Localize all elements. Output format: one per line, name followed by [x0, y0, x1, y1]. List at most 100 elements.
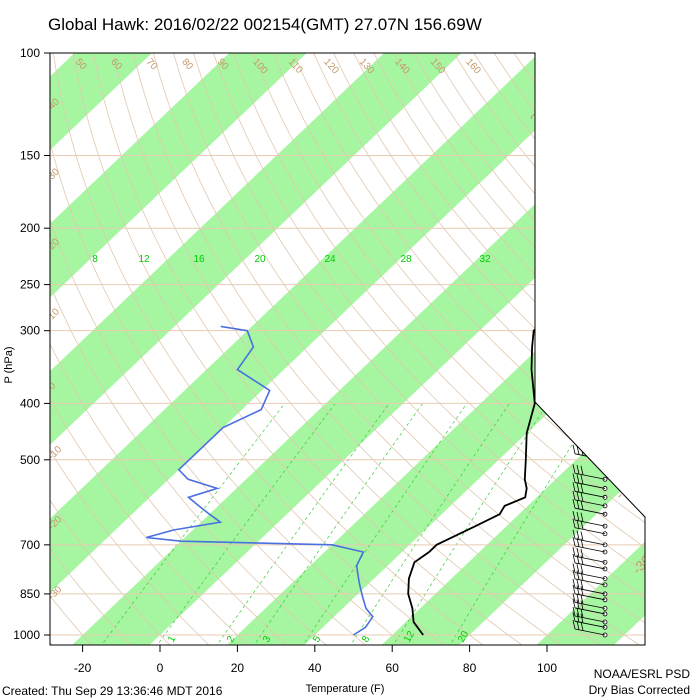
mixing-ratio-bottom-label: 12: [402, 629, 417, 645]
right-label: 20: [544, 180, 566, 202]
wind-barb-feather: [572, 418, 576, 428]
wind-barb-feather: [572, 518, 576, 528]
x-tick-label: 0: [157, 661, 164, 675]
wind-barb-station: [602, 225, 608, 231]
wind-barb-shaft: [574, 620, 606, 628]
wind-barb-feather: [572, 104, 576, 114]
isotherm-label: 120: [321, 57, 341, 77]
wind-barb-feather: [580, 238, 584, 248]
isotherm-band: [521, 53, 645, 645]
wind-barb-feather: [580, 613, 584, 623]
wind-barbs: [572, 39, 608, 638]
wind-barb-shaft: [574, 363, 606, 371]
wind-barb-shaft: [574, 437, 606, 445]
isotherm-band: [677, 26, 700, 659]
wind-barb-feather: [576, 579, 580, 589]
isotherm-band: [0, 26, 25, 659]
wind-barb-feather: [572, 619, 576, 630]
mixing-ratio-line: [391, 403, 549, 645]
wind-barb-feather: [572, 354, 576, 364]
wind-barb-feather: [572, 612, 576, 622]
mixing-ratio-bottom-label: 1: [166, 634, 179, 645]
wind-barb-feather: [580, 389, 584, 400]
mixing-ratio-label: 12: [138, 254, 150, 265]
wind-barb-feather: [576, 594, 580, 604]
wind-barb-feather: [580, 580, 584, 590]
wind-barb-feather: [572, 490, 576, 500]
mixing-ratio-label: 32: [479, 254, 491, 265]
wind-barb-feather: [572, 598, 576, 609]
wind-barb-shaft: [574, 607, 606, 615]
wind-barb-shaft: [574, 555, 606, 563]
dry-adiabat: [50, 53, 330, 645]
wind-barb-feather: [576, 418, 580, 429]
isotherm-band: [50, 53, 490, 645]
x-tick-label: -20: [74, 661, 92, 675]
wind-barb-feather: [580, 571, 584, 581]
wind-barb-station: [602, 153, 608, 158]
wind-barb-feather: [572, 593, 576, 603]
wind-barb-feather: [572, 482, 576, 492]
wind-barb-feather: [580, 356, 584, 366]
wind-barb-feather: [576, 511, 580, 522]
wind-barb-station: [602, 169, 608, 175]
dry-adiabat: [593, 53, 645, 645]
wind-barb-feather: [580, 500, 584, 510]
isotherm-label: 80: [179, 57, 195, 73]
wind-barb-station: [602, 367, 608, 373]
wind-barb-shaft: [574, 527, 606, 535]
y-tick-label: 200: [20, 221, 40, 235]
y-axis-label: P (hPa): [3, 346, 15, 383]
wind-barb-feather: [580, 419, 584, 429]
wind-barb-feather: [576, 62, 580, 72]
wind-barb-feather: [577, 39, 579, 48]
wind-barb-feather: [576, 474, 580, 484]
plot-area: 50 60 70 80 90 100 110 120 130 140 150 1603020100-1…: [0, 26, 700, 659]
wind-barb-feather: [576, 369, 580, 379]
wind-barb-feather: [576, 547, 580, 558]
wind-barb-shaft: [574, 615, 606, 623]
dry-adiabat: [652, 26, 700, 647]
wind-barb-feather: [576, 429, 580, 440]
isotherm-band: [366, 53, 645, 645]
wind-barb-feather: [576, 389, 580, 399]
wind-barb-shaft: [574, 578, 606, 586]
isotherm-band: [50, 53, 335, 645]
y-tick-label: 150: [20, 148, 40, 162]
mixing-ratio-line: [99, 403, 285, 645]
wind-barb-shaft: [574, 397, 606, 404]
wind-barb-feather: [576, 105, 580, 115]
wind-barb-shaft: [574, 53, 606, 54]
wind-barb-feather: [580, 594, 584, 605]
mixing-ratio-bottom-label: 8: [360, 634, 373, 645]
wind-barb-station: [602, 381, 608, 387]
wind-barb-station: [602, 441, 608, 447]
wind-barb-feather: [580, 565, 584, 575]
x-axis-label: Temperature (F): [306, 683, 385, 695]
mixing-ratio-bottom-label: 5: [311, 634, 324, 645]
wind-barb-feather: [581, 40, 583, 49]
mixing-ratio-line: [448, 403, 599, 645]
y-tick-label: 100: [20, 46, 40, 60]
wind-barb-feather: [572, 499, 576, 509]
wind-barb-station: [602, 282, 608, 288]
wind-barb-shaft: [574, 324, 606, 332]
wind-barb-shaft: [574, 601, 606, 609]
right-label: 0: [578, 335, 595, 352]
isotherm-label: 160: [463, 57, 483, 77]
wind-barb-feather: [572, 563, 576, 573]
wind-barb-feather: [580, 63, 584, 73]
wind-barb-feather: [580, 492, 584, 502]
wind-barb-feather: [576, 213, 580, 224]
bias-note: Dry Bias Corrected: [589, 683, 690, 697]
wind-barb-feather: [572, 368, 576, 378]
wind-barb-shaft: [574, 278, 606, 285]
wind-barb-feather: [572, 529, 576, 539]
dry-adiabat: [0, 26, 15, 647]
temperature-axis: -20 0 20 40 60 80 100: [74, 645, 557, 675]
dry-adiabat: [50, 53, 173, 645]
wind-barb-feather: [576, 599, 580, 609]
y-tick-label: 1000: [13, 628, 40, 642]
wind-barb-shaft: [574, 519, 606, 527]
